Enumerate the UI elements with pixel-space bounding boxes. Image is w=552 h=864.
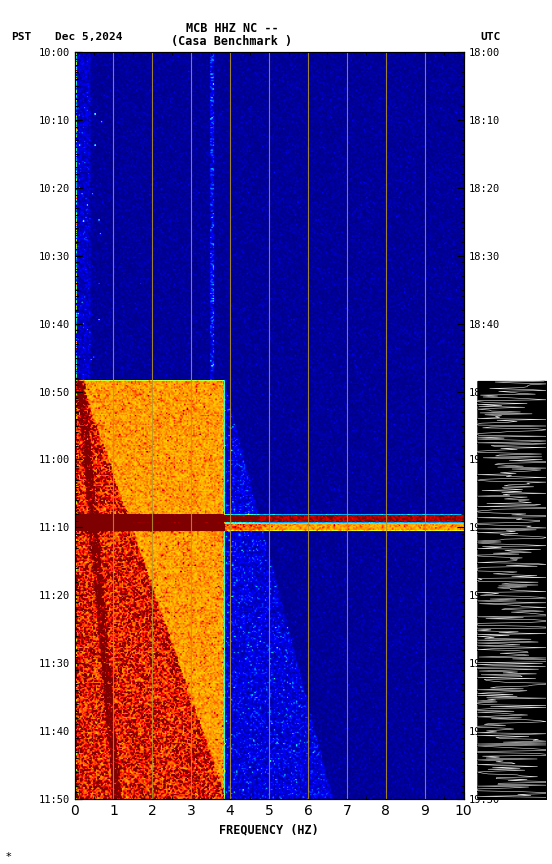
Text: (Casa Benchmark ): (Casa Benchmark ): [171, 35, 293, 48]
Text: UTC: UTC: [480, 32, 501, 42]
Text: PST: PST: [11, 32, 31, 42]
Text: MCB HHZ NC --: MCB HHZ NC --: [185, 22, 278, 35]
Text: *: *: [6, 852, 11, 861]
X-axis label: FREQUENCY (HZ): FREQUENCY (HZ): [219, 823, 319, 836]
Text: Dec 5,2024: Dec 5,2024: [55, 32, 123, 42]
